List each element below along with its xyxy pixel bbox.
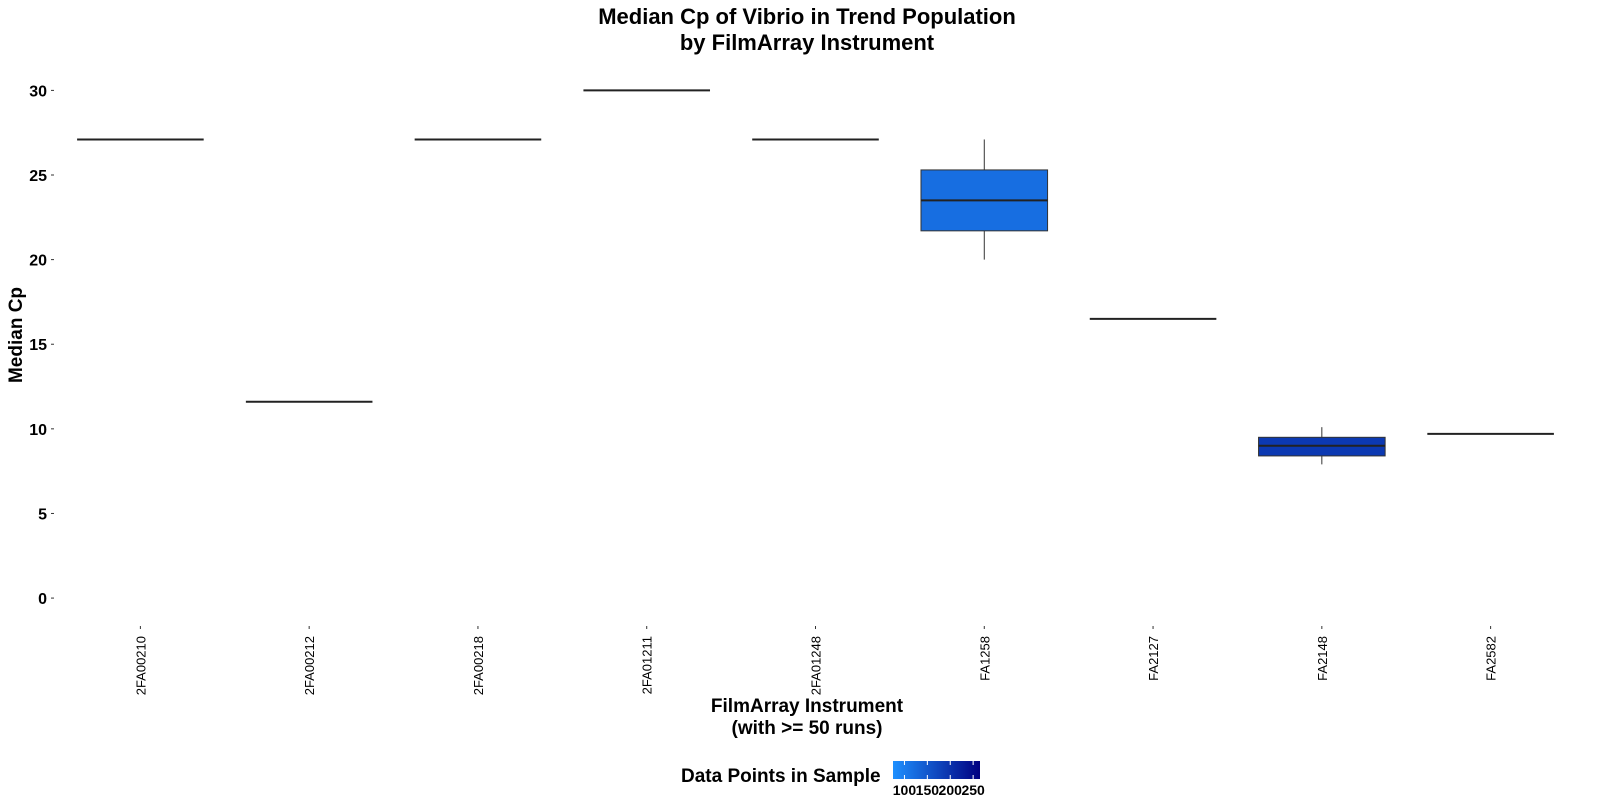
legend-tick-label: 250: [961, 782, 985, 798]
y-tick-label: 25: [29, 168, 47, 185]
x-axis-title-line-2: (with >= 50 runs): [732, 718, 883, 739]
legend-tick-label: 200: [939, 782, 963, 798]
chart-title-line-1: Median Cp of Vibrio in Trend Population: [598, 4, 1016, 29]
x-tick-label: 2FA01248: [809, 636, 824, 695]
x-tick-label: 2FA00210: [133, 636, 148, 695]
color-legend: Data Points in Sample 100 150 200 250: [681, 761, 985, 798]
y-tick-label: 30: [29, 83, 47, 100]
legend-ticks: 100 150 200 250: [893, 761, 985, 798]
x-axis-title-line-1: FilmArray Instrument: [711, 696, 904, 717]
x-axis: 2FA00210 2FA00212 2FA00218 2FA01211 2FA01248…: [133, 626, 1499, 695]
y-tick-label: 10: [29, 422, 47, 439]
box-FA2148: [1258, 427, 1386, 465]
box-FA1258: [920, 139, 1049, 260]
y-axis: 0 5 10 15 20 25 30: [29, 83, 54, 608]
x-tick-label: FA1258: [977, 636, 992, 681]
legend-tick-label: 100: [893, 782, 917, 798]
x-tick-label: FA2582: [1484, 636, 1499, 681]
box-series: [77, 89, 1554, 465]
chart-title-line-2: by FilmArray Instrument: [680, 30, 935, 55]
legend-colorbar: [893, 761, 980, 779]
y-tick-label: 5: [38, 506, 47, 523]
legend-tick-label: 150: [916, 782, 940, 798]
x-tick-label: 2FA01211: [640, 636, 655, 694]
x-tick-label: 2FA00218: [471, 636, 486, 695]
x-tick-label: 2FA00212: [302, 636, 317, 695]
y-axis-title: Median Cp: [6, 287, 27, 383]
y-tick-label: 20: [29, 253, 47, 270]
legend-title: Data Points in Sample: [681, 766, 881, 787]
y-tick-label: 15: [29, 337, 47, 354]
x-tick-label: FA2127: [1146, 636, 1161, 681]
x-tick-label: FA2148: [1315, 636, 1330, 681]
y-tick-label: 0: [38, 591, 47, 608]
